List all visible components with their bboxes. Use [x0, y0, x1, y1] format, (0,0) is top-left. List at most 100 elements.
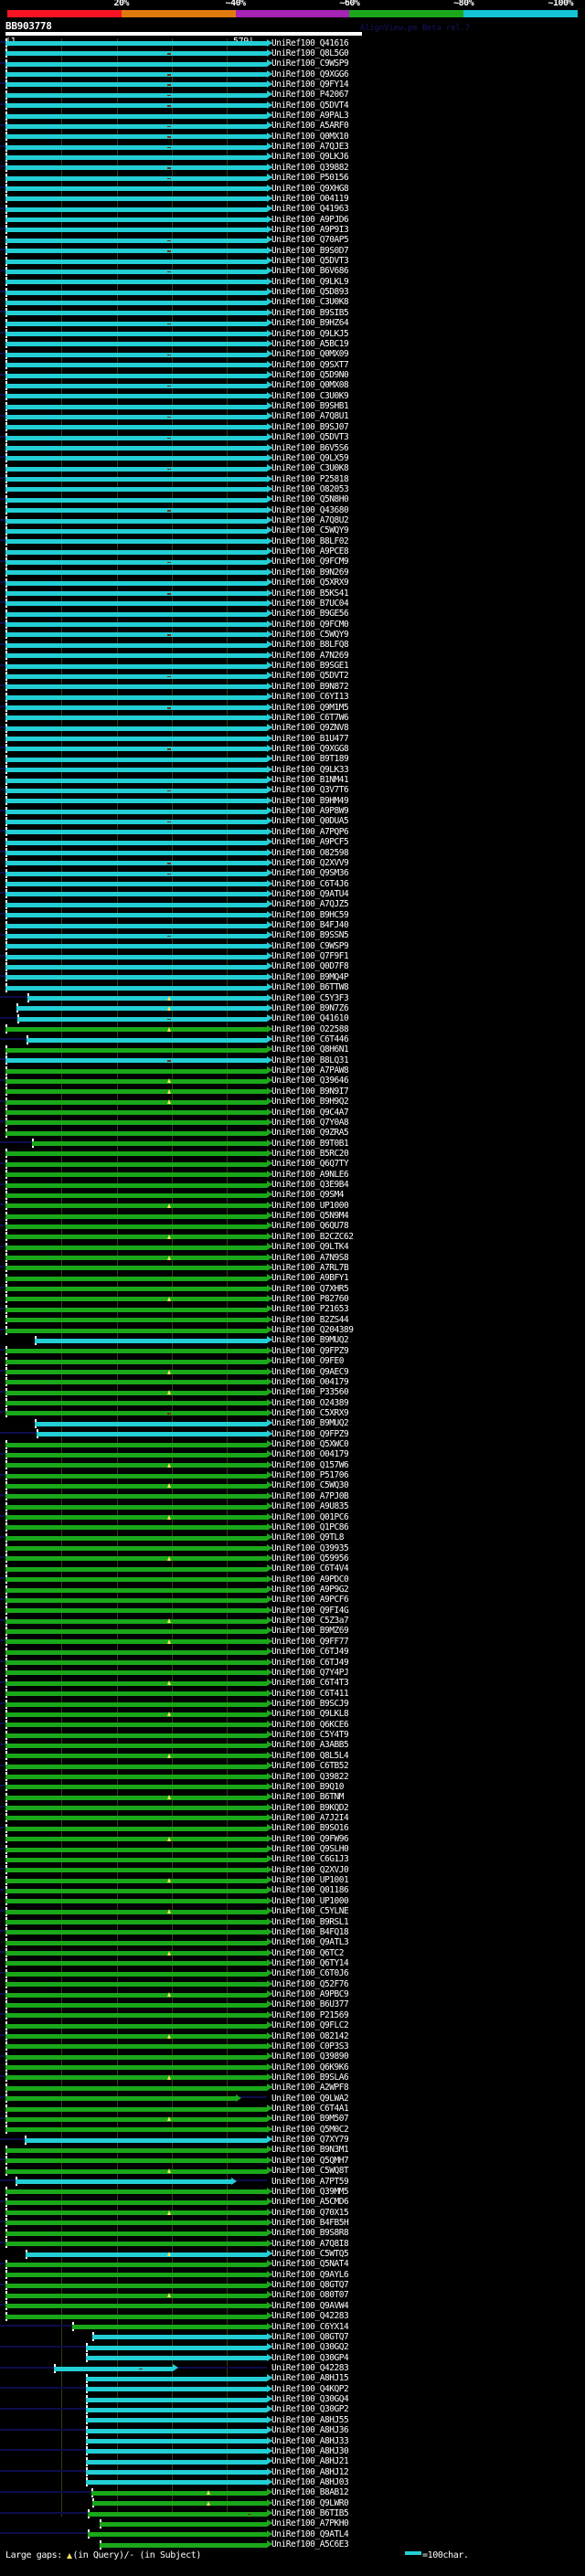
hit-id-label[interactable]: UniRef100_A9NLE6	[271, 1169, 349, 1180]
hit-id-label[interactable]: UniRef100_Q9ZNV8	[271, 723, 349, 734]
hit-bar[interactable]	[5, 1816, 267, 1821]
table-row[interactable]: UniRef100_Q01186	[0, 1885, 585, 1896]
hit-bar[interactable]	[16, 1016, 267, 1022]
hit-id-label[interactable]: UniRef100_Q5DVT3	[271, 432, 349, 443]
table-row[interactable]: UniRef100_C3U0K8	[0, 297, 585, 308]
hit-bar[interactable]	[5, 518, 267, 524]
hit-id-label[interactable]: UniRef100_Q9ZRA5	[271, 1128, 349, 1139]
hit-id-label[interactable]: UniRef100_C5WQY9	[271, 525, 349, 536]
hit-id-label[interactable]: UniRef100_Q43680	[271, 504, 349, 515]
hit-bar[interactable]	[5, 2116, 267, 2122]
hit-bar[interactable]	[5, 1733, 267, 1738]
table-row[interactable]: UniRef100_B8LFQ8	[0, 640, 585, 651]
hit-bar[interactable]	[5, 238, 267, 243]
hit-id-label[interactable]: UniRef100_Q6K9K6	[271, 2062, 349, 2072]
hit-id-label[interactable]: UniRef100_B9MZ69	[271, 1626, 349, 1637]
hit-id-label[interactable]: UniRef100_C6T7W6	[271, 712, 349, 723]
hit-bar[interactable]	[5, 404, 267, 409]
hit-id-label[interactable]: UniRef100_Q5XWC0	[271, 1439, 349, 1450]
table-row[interactable]: UniRef100_C6T4J6	[0, 879, 585, 889]
hit-id-label[interactable]: UniRef100_A5ARF0	[271, 121, 349, 132]
table-row[interactable]: UniRef100_C6T4V4	[0, 1564, 585, 1574]
hit-id-label[interactable]: UniRef100_Q9SM4	[271, 1190, 345, 1201]
hit-id-label[interactable]: UniRef100_Q5DVT2	[271, 671, 349, 682]
hit-bar[interactable]	[5, 1328, 267, 1333]
hit-id-label[interactable]: UniRef100_A8HJ03	[271, 2476, 349, 2487]
hit-id-label[interactable]: UniRef100_B9SJ07	[271, 421, 349, 432]
hit-bar[interactable]	[5, 1577, 267, 1583]
hit-bar[interactable]	[5, 1961, 267, 1966]
hit-id-label[interactable]: UniRef100_Q8GTQ7	[271, 2280, 349, 2291]
table-row[interactable]: UniRef100_A7Q8U1	[0, 411, 585, 422]
hit-id-label[interactable]: UniRef100_B9T189	[271, 754, 349, 765]
hit-bar[interactable]	[85, 2418, 267, 2423]
table-row[interactable]: UniRef100_Q6TC2	[0, 1948, 585, 1958]
hit-bar[interactable]	[85, 2428, 267, 2433]
hit-id-label[interactable]: UniRef100_B9SGE1	[271, 661, 349, 672]
hit-bar[interactable]	[5, 1764, 267, 1769]
hit-bar[interactable]	[5, 591, 267, 597]
table-row[interactable]: UniRef100_B9N872	[0, 682, 585, 692]
table-row[interactable]: UniRef100_Q3E9B4	[0, 1180, 585, 1191]
table-row[interactable]: UniRef100_B9MZ69	[0, 1626, 585, 1637]
table-row[interactable]: UniRef100_B7UC04	[0, 599, 585, 609]
hit-bar[interactable]	[5, 1047, 267, 1053]
table-row[interactable]: UniRef100_B9SHB1	[0, 401, 585, 412]
hit-id-label[interactable]: UniRef100_B9MQ4P	[271, 971, 349, 982]
hit-bar[interactable]	[5, 1743, 267, 1748]
hit-bar[interactable]	[5, 1754, 267, 1759]
hit-id-label[interactable]: UniRef100_Q2XVV9	[271, 857, 349, 868]
hit-bar[interactable]	[5, 123, 267, 129]
table-row[interactable]: UniRef100_B9T189	[0, 754, 585, 765]
table-row[interactable]: UniRef100_Q30GP2	[0, 2404, 585, 2415]
table-row[interactable]: UniRef100_B8LQ31	[0, 1055, 585, 1065]
table-row[interactable]: UniRef100_A9P8W9	[0, 806, 585, 817]
table-row[interactable]: UniRef100_UP1000	[0, 1201, 585, 1211]
hit-bar[interactable]	[5, 1151, 267, 1157]
hit-bar[interactable]	[5, 539, 267, 545]
hit-id-label[interactable]: UniRef100_A9PBC9	[271, 1989, 349, 2000]
hit-id-label[interactable]: UniRef100_Q41963	[271, 204, 349, 215]
hit-id-label[interactable]: UniRef100_Q39646	[271, 1076, 349, 1087]
hit-id-label[interactable]: UniRef100_A7Q8I8	[271, 2238, 349, 2249]
hit-bar[interactable]	[5, 2002, 267, 2008]
hit-id-label[interactable]: UniRef100_C6TB52	[271, 1761, 349, 1772]
table-row[interactable]: UniRef100_Q9ATL3	[0, 1937, 585, 1948]
hit-id-label[interactable]: UniRef100_Q9FCM0	[271, 619, 349, 630]
hit-id-label[interactable]: UniRef100_B2CZC62	[271, 1231, 354, 1242]
table-row[interactable]: UniRef100_A7PQP6	[0, 827, 585, 837]
hit-bar[interactable]	[5, 549, 267, 555]
hit-id-label[interactable]: UniRef100_Q9M1M5	[271, 702, 349, 713]
hit-bar[interactable]	[5, 1920, 267, 1925]
table-row[interactable]: UniRef100_C5Y4T9	[0, 1730, 585, 1741]
hit-id-label[interactable]: UniRef100_Q9LKL8	[271, 1709, 349, 1720]
table-row[interactable]: UniRef100_C6T4A1	[0, 2104, 585, 2115]
hit-id-label[interactable]: UniRef100_A9P8W9	[271, 806, 349, 817]
hit-id-label[interactable]: UniRef100_B9HC59	[271, 909, 349, 920]
hit-id-label[interactable]: UniRef100_C6T0J6	[271, 1968, 349, 1979]
hit-id-label[interactable]: UniRef100_B5RC20	[271, 1148, 349, 1159]
hit-bar[interactable]	[5, 737, 267, 742]
hit-id-label[interactable]: UniRef100_Q9AYL6	[271, 2269, 349, 2280]
table-row[interactable]: UniRef100_Q39646	[0, 1076, 585, 1087]
hit-bar[interactable]	[5, 1525, 267, 1531]
table-row[interactable]: UniRef100_B4FQ18	[0, 1927, 585, 1937]
hit-id-label[interactable]: UniRef100_B9SO16	[271, 1823, 349, 1834]
hit-bar[interactable]	[5, 1224, 267, 1229]
hit-id-label[interactable]: UniRef100_Q9FLC2	[271, 2020, 349, 2031]
hit-bar[interactable]	[5, 51, 267, 57]
hit-bar[interactable]	[5, 2304, 267, 2309]
hit-id-label[interactable]: UniRef100_A7QJE3	[271, 142, 349, 153]
hit-id-label[interactable]: UniRef100_Q5D9N0	[271, 370, 349, 380]
hit-bar[interactable]	[5, 446, 267, 451]
hit-bar[interactable]	[5, 477, 267, 482]
hit-bar[interactable]	[85, 2345, 267, 2350]
hit-id-label[interactable]: UniRef100_O82598	[271, 847, 349, 858]
hit-bar[interactable]	[5, 726, 267, 731]
hit-bar[interactable]	[5, 2013, 267, 2019]
table-row[interactable]: UniRef100_A9P9G2	[0, 1585, 585, 1595]
hit-id-label[interactable]: UniRef100_B9S8R8	[271, 2228, 349, 2239]
hit-bar[interactable]	[85, 2397, 267, 2402]
table-row[interactable]: UniRef100_A7QJE3	[0, 142, 585, 153]
hit-id-label[interactable]: UniRef100_Q30GP2	[271, 2404, 349, 2415]
